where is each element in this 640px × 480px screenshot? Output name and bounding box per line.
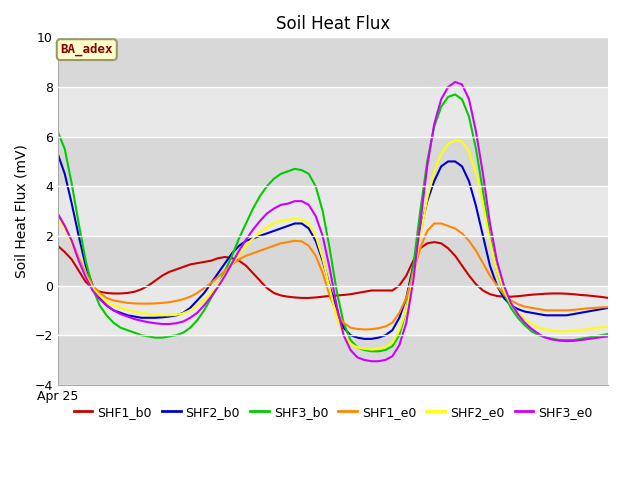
SHF1_b0: [298, 295, 305, 301]
SHF3_b0: [451, 92, 459, 97]
SHF2_e0: [556, 329, 563, 335]
Line: SHF3_e0: SHF3_e0: [58, 82, 609, 361]
Bar: [58, 186, 609, 236]
SHF3_b0: [388, 344, 396, 349]
Line: SHF3_b0: SHF3_b0: [58, 95, 609, 351]
SHF2_b0: [417, 228, 424, 234]
Legend: SHF1_b0, SHF2_b0, SHF3_b0, SHF1_e0, SHF2_e0, SHF3_e0: SHF1_b0, SHF2_b0, SHF3_b0, SHF1_e0, SHF2…: [68, 401, 598, 424]
SHF3_e0: [556, 338, 563, 344]
SHF3_b0: [437, 104, 445, 110]
SHF3_e0: [437, 96, 445, 102]
SHF1_e0: [388, 320, 396, 325]
SHF2_e0: [437, 151, 445, 157]
SHF1_b0: [444, 245, 452, 251]
SHF2_b0: [298, 221, 305, 227]
SHF3_e0: [54, 211, 61, 216]
Line: SHF1_b0: SHF1_b0: [58, 242, 609, 298]
SHF3_e0: [388, 353, 396, 359]
SHF2_e0: [298, 217, 305, 223]
SHF3_b0: [556, 337, 563, 343]
Bar: [58, 87, 609, 137]
Bar: [58, 37, 609, 87]
SHF3_e0: [367, 359, 375, 364]
Line: SHF2_e0: SHF2_e0: [58, 140, 609, 349]
SHF2_e0: [417, 233, 424, 239]
SHF1_b0: [388, 288, 396, 293]
Bar: [58, 286, 609, 335]
SHF2_b0: [388, 327, 396, 333]
SHF3_e0: [451, 79, 459, 85]
SHF1_b0: [417, 245, 424, 251]
SHF3_e0: [298, 198, 305, 204]
Bar: [58, 137, 609, 186]
SHF3_e0: [417, 221, 424, 227]
SHF1_e0: [549, 308, 557, 313]
SHF3_b0: [298, 167, 305, 173]
SHF1_b0: [605, 295, 612, 301]
SHF1_b0: [556, 290, 563, 296]
SHF1_b0: [305, 295, 312, 301]
SHF2_e0: [605, 324, 612, 329]
SHF2_e0: [388, 340, 396, 346]
SHF2_b0: [549, 312, 557, 318]
SHF1_b0: [396, 283, 403, 288]
SHF2_b0: [396, 315, 403, 321]
SHF1_b0: [430, 239, 438, 245]
SHF2_b0: [361, 336, 369, 342]
Y-axis label: Soil Heat Flux (mV): Soil Heat Flux (mV): [15, 144, 29, 278]
SHF3_e0: [396, 342, 403, 348]
SHF2_b0: [54, 151, 61, 157]
SHF1_e0: [417, 245, 424, 251]
Text: BA_adex: BA_adex: [61, 43, 113, 56]
Line: SHF2_b0: SHF2_b0: [58, 154, 609, 339]
Bar: [58, 236, 609, 286]
SHF3_b0: [605, 331, 612, 337]
SHF2_b0: [437, 164, 445, 169]
SHF3_b0: [396, 332, 403, 338]
SHF3_e0: [605, 334, 612, 339]
SHF2_e0: [367, 347, 375, 352]
SHF1_e0: [605, 304, 612, 310]
SHF1_e0: [361, 326, 369, 332]
SHF3_b0: [367, 348, 375, 354]
Bar: [58, 335, 609, 385]
SHF1_e0: [54, 213, 61, 219]
SHF1_e0: [437, 221, 445, 227]
SHF1_e0: [396, 310, 403, 316]
SHF3_b0: [54, 129, 61, 134]
SHF2_b0: [605, 305, 612, 311]
SHF2_e0: [54, 216, 61, 221]
Line: SHF1_e0: SHF1_e0: [58, 216, 609, 329]
SHF1_b0: [54, 243, 61, 249]
SHF2_e0: [396, 327, 403, 333]
SHF3_b0: [417, 208, 424, 214]
SHF2_e0: [451, 137, 459, 143]
SHF1_e0: [298, 239, 305, 244]
Title: Soil Heat Flux: Soil Heat Flux: [276, 15, 390, 33]
